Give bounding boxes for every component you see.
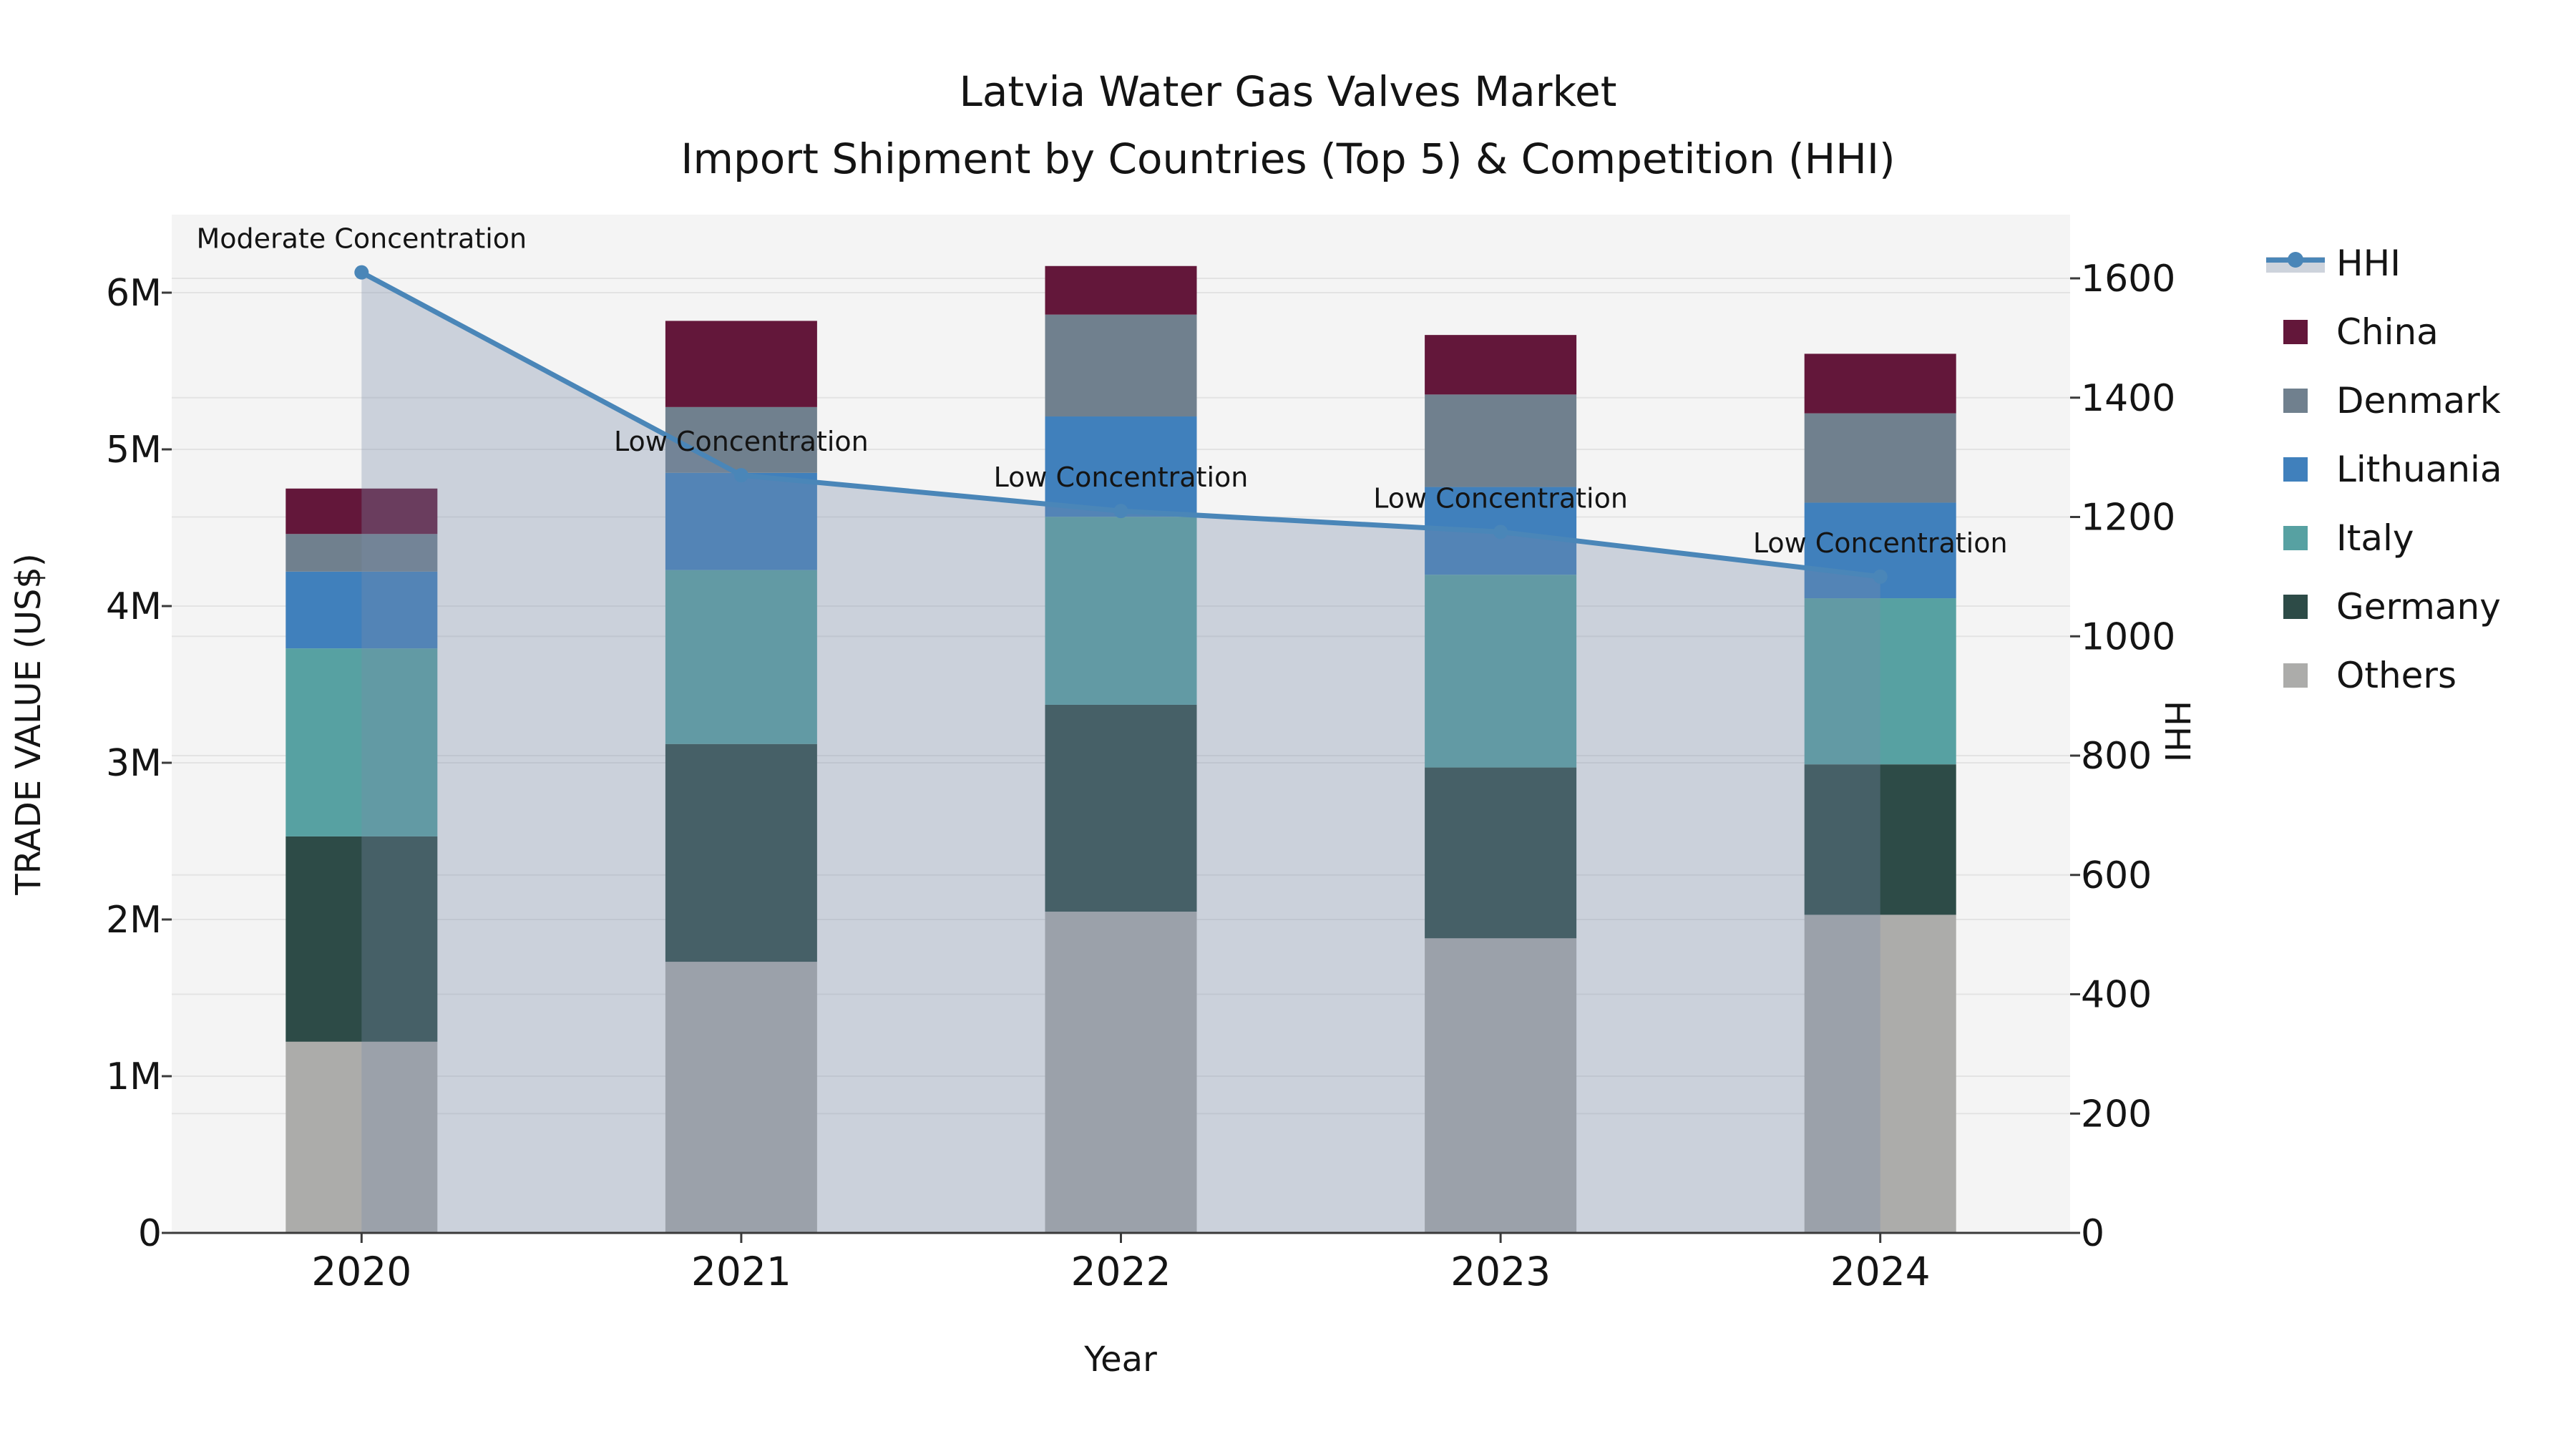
chart-title: Latvia Water Gas Valves Market	[959, 67, 1617, 116]
legend-label: Italy	[2336, 517, 2414, 559]
y-right-tick-label: 1000	[2081, 615, 2175, 658]
y-right-tick-label: 1200	[2081, 497, 2175, 540]
bar-segment-2021-lithuania	[665, 472, 817, 570]
bar-segment-2022-germany	[1045, 704, 1197, 912]
bar-segment-2023-denmark	[1425, 394, 1577, 487]
annotation-2021: Low Concentration	[614, 426, 869, 457]
y-left-tick-label: 5M	[106, 429, 162, 472]
annotation-2020: Moderate Concentration	[196, 223, 527, 255]
legend-item-hhi: HHI	[2266, 242, 2502, 285]
bar-segment-2024-china	[1804, 353, 1956, 414]
bar-segment-2020-italy	[286, 648, 438, 836]
legend: HHI China Denmark Lithuania Italy German…	[2266, 242, 2502, 723]
x-tick-label: 2024	[1830, 1249, 1931, 1294]
bar-segment-2020-china	[286, 488, 438, 535]
others-color-swatch-icon	[2283, 663, 2308, 688]
bar-segment-2021-germany	[665, 743, 817, 962]
legend-label: China	[2336, 311, 2439, 353]
bar-segment-2022-china	[1045, 265, 1197, 315]
hhi-marker-2022	[1113, 504, 1128, 519]
legend-label: Germany	[2336, 586, 2501, 628]
germany-color-swatch-icon	[2283, 595, 2308, 619]
y-right-tick-label: 600	[2081, 854, 2152, 897]
bar-segment-2024-denmark	[1804, 413, 1956, 503]
hhi-area-fill	[361, 272, 1880, 1234]
bar-segment-2024-germany	[1804, 764, 1956, 915]
denmark-color-swatch-icon	[2283, 389, 2308, 413]
bar-segment-2022-denmark	[1045, 314, 1197, 417]
y-right-tick-label: 1400	[2081, 377, 2175, 420]
bar-segment-2023-others	[1425, 938, 1577, 1233]
bar-segment-2022-lithuania	[1045, 416, 1197, 517]
x-tick-label: 2023	[1450, 1249, 1551, 1294]
y-right-tick-label: 400	[2081, 974, 2152, 1017]
y-right-tick-label: 800	[2081, 735, 2152, 778]
y-left-tick-label: 3M	[106, 742, 162, 785]
y-left-tick-label: 6M	[106, 272, 162, 315]
x-tick-label: 2020	[311, 1249, 411, 1294]
hhi-marker-2021	[733, 468, 748, 483]
bar-segment-2021-denmark	[665, 406, 817, 473]
y-axis-right-label: HHI	[2157, 700, 2197, 763]
y-left-tick-label: 4M	[106, 585, 162, 628]
bar-segment-2022-others	[1045, 912, 1197, 1233]
hhi-marker-2023	[1493, 525, 1508, 540]
legend-item-denmark: Denmark	[2266, 379, 2502, 422]
annotation-2024: Low Concentration	[1753, 527, 2008, 559]
legend-item-china: China	[2266, 311, 2502, 353]
china-color-swatch-icon	[2283, 320, 2308, 344]
y-right-tick-label: 200	[2081, 1093, 2152, 1136]
legend-item-italy: Italy	[2266, 517, 2502, 560]
x-tick-label: 2021	[691, 1249, 791, 1294]
hhi-marker-2024	[1873, 569, 1888, 584]
bar-segment-2023-italy	[1425, 575, 1577, 768]
hhi-marker-dot-icon	[2288, 252, 2303, 268]
hhi-marker-2020	[354, 265, 369, 280]
legend-item-germany: Germany	[2266, 585, 2502, 628]
y-axis-left-label: TRADE VALUE (US$)	[9, 553, 49, 895]
chart-subtitle: Import Shipment by Countries (Top 5) & C…	[680, 135, 1896, 183]
y-left-tick-label: 1M	[106, 1055, 162, 1098]
annotation-2023: Low Concentration	[1373, 482, 1628, 514]
bar-segment-2020-others	[286, 1041, 438, 1233]
bar-segment-2024-others	[1804, 914, 1956, 1233]
bar-segment-2021-china	[665, 321, 817, 407]
bar-segment-2020-lithuania	[286, 571, 438, 649]
y-right-tick-label: 1600	[2081, 258, 2175, 301]
x-tick-label: 2022	[1071, 1249, 1171, 1294]
lithuania-color-swatch-icon	[2283, 457, 2308, 482]
bar-segment-2021-italy	[665, 570, 817, 744]
bar-segment-2023-germany	[1425, 767, 1577, 939]
legend-item-others: Others	[2266, 654, 2502, 697]
bar-segment-2020-germany	[286, 836, 438, 1042]
annotation-2022: Low Concentration	[994, 462, 1249, 493]
bar-segment-2021-others	[665, 962, 817, 1233]
bar-segment-2024-italy	[1804, 598, 1956, 765]
bar-segment-2020-denmark	[286, 534, 438, 572]
y-left-tick-label: 2M	[106, 899, 162, 942]
legend-label: Others	[2336, 655, 2457, 696]
y-right-tick-label: 0	[2081, 1212, 2104, 1255]
legend-label: Denmark	[2336, 380, 2501, 421]
y-left-tick-label: 0	[138, 1212, 162, 1255]
bar-segment-2022-italy	[1045, 517, 1197, 705]
italy-color-swatch-icon	[2283, 526, 2308, 550]
legend-label: HHI	[2336, 243, 2401, 284]
x-axis-label: Year	[1084, 1340, 1157, 1380]
bar-segment-2023-china	[1425, 335, 1577, 395]
legend-item-lithuania: Lithuania	[2266, 448, 2502, 491]
hhi-line-swatch-icon	[2266, 251, 2325, 275]
legend-label: Lithuania	[2336, 449, 2502, 490]
